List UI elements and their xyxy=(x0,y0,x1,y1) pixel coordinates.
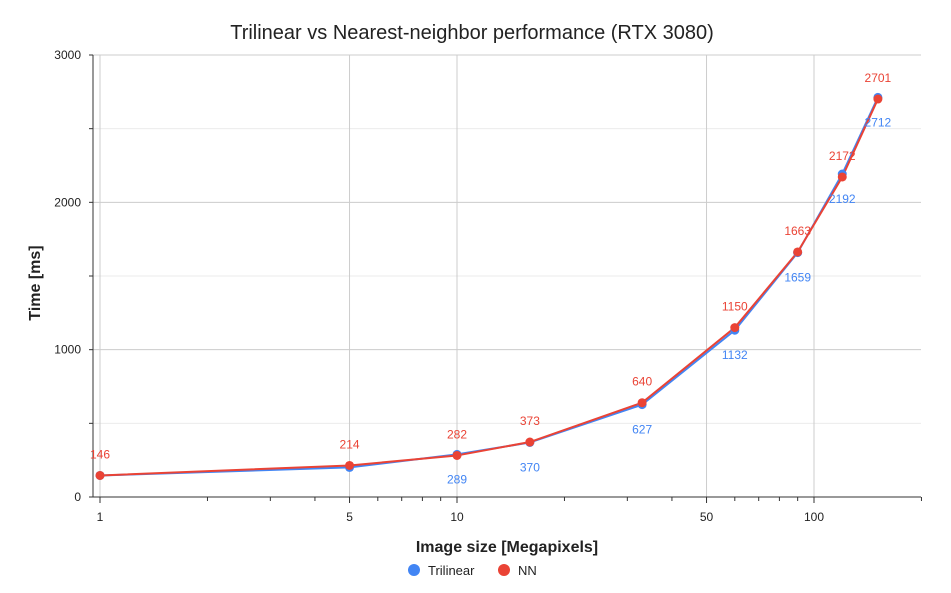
data-label-nn: 1150 xyxy=(722,300,748,314)
data-label-trilinear: 289 xyxy=(447,472,467,486)
data-point-nn xyxy=(95,470,105,480)
data-label-nn: 373 xyxy=(520,414,540,428)
data-point-nn xyxy=(637,398,647,408)
y-axis-title: Time [ms] xyxy=(27,245,44,320)
data-label-trilinear: 2712 xyxy=(865,115,892,129)
legend-marker-nn xyxy=(498,564,510,576)
axes: 0 1000 2000 3000 1 5 10 50 100 xyxy=(54,48,922,524)
data-labels: 289 370 627 1132 1659 2192 2712 146 214 282 373 640… xyxy=(90,71,892,486)
y-tick-label: 2000 xyxy=(54,195,81,209)
data-label-trilinear: 1132 xyxy=(722,348,748,362)
grid xyxy=(93,54,921,498)
data-label-nn: 282 xyxy=(447,427,467,441)
data-label-trilinear: 627 xyxy=(632,423,652,437)
data-label-nn: 640 xyxy=(632,375,652,389)
y-tick-label: 3000 xyxy=(54,48,81,62)
legend-label-nn: NN xyxy=(518,563,537,578)
data-point-nn xyxy=(345,460,355,470)
data-point-nn xyxy=(525,437,535,447)
series-line-trilinear xyxy=(99,97,879,477)
data-label-trilinear: 370 xyxy=(520,460,540,474)
data-label-nn: 2172 xyxy=(829,149,856,163)
data-label-trilinear: 2192 xyxy=(829,192,856,206)
data-label-nn: 2701 xyxy=(865,71,892,85)
legend: Trilinear NN xyxy=(408,563,537,578)
series-layer xyxy=(95,92,883,480)
data-point-nn xyxy=(837,172,847,182)
data-label-nn: 214 xyxy=(340,437,360,451)
x-tick-label: 5 xyxy=(346,510,353,524)
x-tick-label: 10 xyxy=(450,510,464,524)
x-tick-label: 100 xyxy=(804,510,824,524)
data-point-nn xyxy=(452,450,462,460)
data-point-nn xyxy=(873,94,883,104)
data-point-nn xyxy=(793,247,803,257)
data-label-nn: 1663 xyxy=(784,224,811,238)
data-point-nn xyxy=(730,323,740,333)
x-axis-title: Image size [Megapixels] xyxy=(416,539,598,556)
x-tick-label: 1 xyxy=(97,510,104,524)
x-tick-label: 50 xyxy=(700,510,714,524)
y-tick-label: 1000 xyxy=(54,343,81,357)
legend-label-trilinear: Trilinear xyxy=(428,563,475,578)
y-tick-label: 0 xyxy=(74,490,81,504)
legend-marker-trilinear xyxy=(408,564,420,576)
data-label-trilinear: 1659 xyxy=(784,271,811,285)
series-line-nn xyxy=(99,98,879,477)
chart-title: Trilinear vs Nearest-neighbor performanc… xyxy=(230,22,714,44)
data-label-nn: 146 xyxy=(90,447,110,461)
